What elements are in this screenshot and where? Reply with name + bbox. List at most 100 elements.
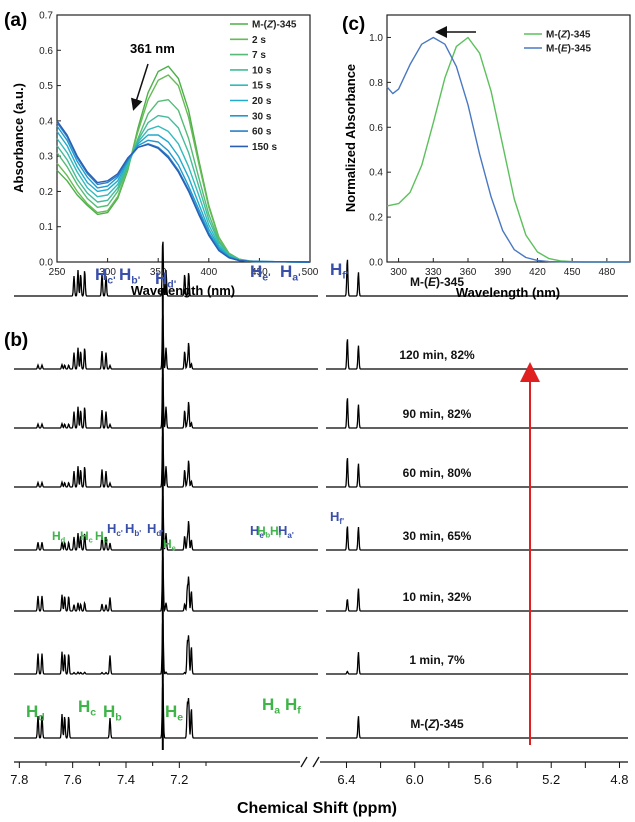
peak-label: Hd — [52, 529, 66, 545]
nmr-trace — [326, 588, 628, 612]
nmr-trace — [326, 716, 628, 739]
panel-c-xlabel: Wavelength (nm) — [456, 285, 560, 300]
panel-a-axes: 250 300 350 400 450 500 0.0 0.1 0.2 0.3 0.4 0.5 0.6 0… — [39, 11, 319, 279]
legend-label: 2 s — [252, 35, 266, 46]
nmr-trace-labels: M-(E)-345 120 min, 82% 90 min, 82% 60 min, … — [399, 275, 475, 731]
panel-c-axes: 300 330 360 390 420 450 480 0.0 0.2 0.4 0.6 0.8 1.0 — [369, 33, 616, 278]
peak-label: Hb — [103, 702, 122, 724]
panel-b: (b) M-(E)-345 120 min, 82% 90 min, 82% 60 m… — [4, 241, 629, 817]
legend-label: 10 s — [252, 65, 272, 76]
legend-label: 20 s — [252, 96, 272, 107]
peak-label: Hd — [26, 702, 45, 724]
peak-label: Hd' — [147, 521, 163, 538]
y-tick-label: 0.6 — [39, 46, 53, 57]
nmr-trace — [326, 339, 628, 370]
nmr-trace — [14, 619, 318, 675]
nmr-trace — [326, 652, 628, 675]
panel-c-frame — [386, 14, 631, 263]
peak-label: Hb' — [119, 265, 140, 287]
series-line — [386, 36, 630, 263]
nmr-peak-labels: Hc' Hb' Hd'He' Ha' Hf'Hc' Hb' Hd' He' Ha'Hf'Hd Hc… — [26, 260, 348, 724]
x-tick-label: 450 — [251, 267, 268, 278]
legend-label: M-(Z)-345 — [546, 30, 591, 41]
x-tick-label: 7.8 — [10, 772, 28, 787]
x-tick-label: 350 — [150, 267, 167, 278]
y-tick-label: 0.3 — [39, 152, 53, 163]
peak-label: Ha' — [278, 523, 294, 540]
peak-label: Hb — [95, 529, 109, 545]
trace-label: 10 min, 32% — [403, 590, 472, 604]
nmr-trace — [326, 526, 628, 551]
y-tick-label: 0.2 — [39, 187, 53, 198]
legend-label: M-(E)-345 — [546, 44, 591, 55]
peak-label: He — [165, 702, 183, 724]
nmr-trace — [14, 432, 318, 488]
series-line — [56, 74, 311, 263]
y-tick-label: 0.6 — [369, 123, 383, 134]
legend-label: M-(Z)-345 — [252, 20, 297, 31]
x-tick-label: 500 — [302, 267, 319, 278]
peak-label: Hf — [270, 524, 282, 540]
series-line — [56, 120, 311, 263]
panel-a-tag: (a) — [4, 10, 27, 31]
peak-annotation: 361 nm — [130, 41, 175, 56]
y-tick-label: 0.0 — [369, 258, 383, 269]
trace-label: 60 min, 80% — [403, 466, 472, 480]
panel-a-ylabel: Absorbance (a.u.) — [11, 83, 26, 193]
trace-label: 30 min, 65% — [403, 529, 472, 543]
trace-label: 120 min, 82% — [399, 348, 475, 362]
nmr-x-axis: 7.8 7.6 7.4 7.2 6.4 6.0 5.6 5.2 4.8 — [10, 756, 629, 787]
panel-c: (c) 300 330 360 390 420 450 480 0.0 0.2 0.4 0.6 0.8… — [342, 14, 631, 300]
nmr-trace — [14, 241, 318, 297]
nmr-trace — [14, 314, 318, 370]
peak-label: Hb — [257, 524, 271, 540]
x-tick-label: 7.2 — [170, 772, 188, 787]
x-tick-label: 400 — [200, 267, 217, 278]
panel-c-series — [386, 36, 630, 263]
series-line — [386, 36, 630, 263]
trace-label: 90 min, 82% — [403, 407, 472, 421]
x-tick-label: 250 — [49, 267, 66, 278]
series-line — [56, 65, 311, 263]
trace-label: M-(E)-345 — [410, 275, 464, 289]
x-tick-label: 420 — [529, 267, 546, 278]
nmr-trace — [14, 495, 318, 551]
peak-label: Hb' — [125, 521, 141, 538]
peak-label: Hf' — [330, 260, 348, 282]
peak-label: Hc' — [95, 265, 116, 287]
panel-b-xlabel: Chemical Shift (ppm) — [237, 800, 397, 817]
legend-label: 30 s — [252, 111, 272, 122]
trace-label: 1 min, 7% — [409, 653, 465, 667]
trace-label: M-(Z)-345 — [410, 717, 464, 731]
x-tick-label: 6.0 — [406, 772, 424, 787]
peak-label: Hd' — [155, 269, 176, 291]
peak-label: Hc' — [107, 521, 123, 538]
y-tick-label: 1.0 — [369, 33, 383, 44]
legend-label: 150 s — [252, 142, 277, 153]
x-tick-label: 390 — [494, 267, 511, 278]
nmr-trace — [14, 373, 318, 429]
peak-label: Hf' — [330, 509, 344, 526]
x-tick-label: 450 — [564, 267, 581, 278]
panel-c-tag: (c) — [342, 14, 365, 35]
y-tick-label: 0.7 — [39, 11, 53, 22]
axis-break-mark — [312, 756, 320, 768]
peak-label: Hc — [80, 529, 93, 545]
x-tick-label: 7.6 — [64, 772, 82, 787]
y-tick-label: 0.8 — [369, 78, 383, 89]
panel-c-ylabel: Normalized Absorbance — [343, 64, 358, 212]
x-tick-label: 7.4 — [117, 772, 135, 787]
decrease-arrow — [131, 63, 149, 111]
y-tick-label: 0.4 — [39, 116, 53, 127]
panel-a-legend: M-(Z)-345 2 s 7 s 10 s 15 s 20 s 30 s 60 s 150 s — [230, 20, 297, 153]
peak-label: Hc — [78, 697, 96, 719]
panel-b-tag: (b) — [4, 330, 28, 351]
x-tick-label: 360 — [460, 267, 477, 278]
x-tick-label: 330 — [425, 267, 442, 278]
nmr-trace — [14, 683, 318, 739]
axis-break-mark — [300, 756, 308, 768]
peak-label: Ha — [262, 695, 280, 717]
peak-label: Ha' — [280, 262, 301, 284]
x-tick-label: 300 — [99, 267, 116, 278]
